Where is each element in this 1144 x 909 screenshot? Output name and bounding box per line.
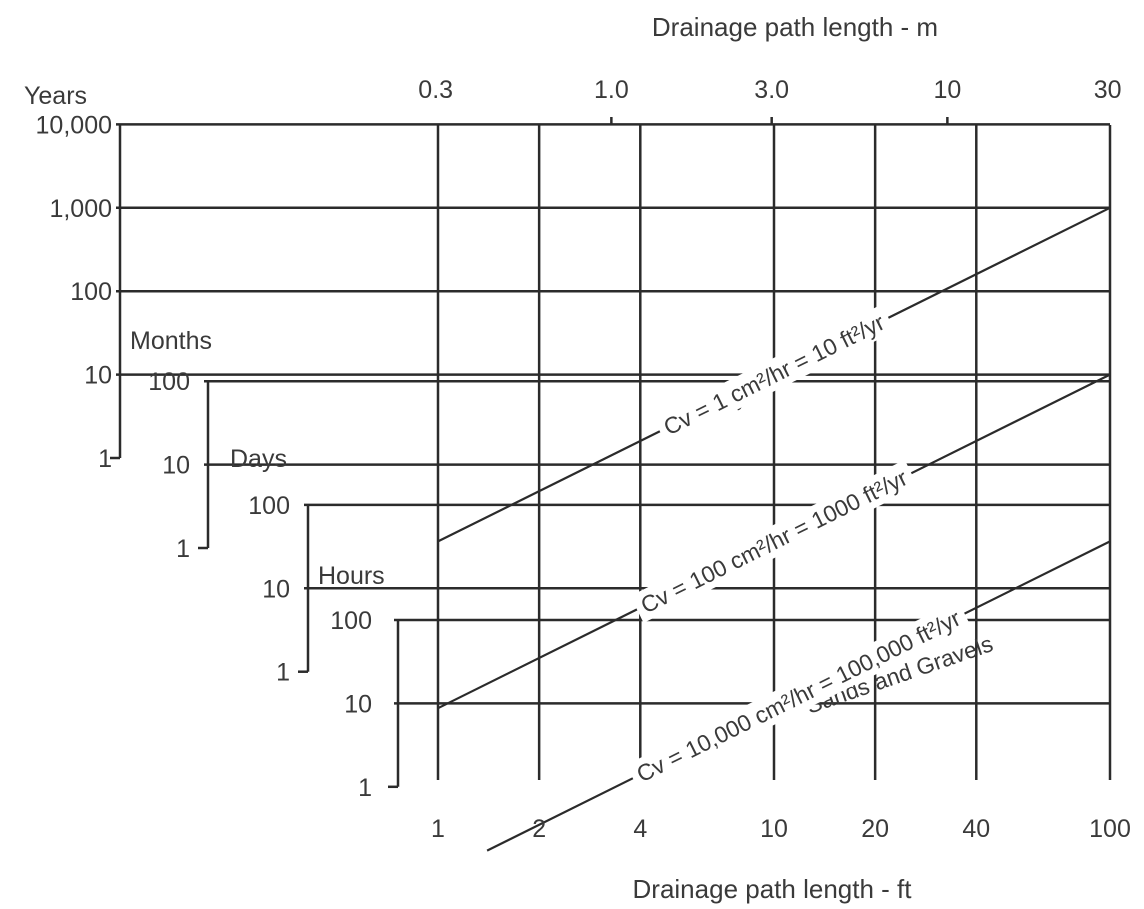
time-unit-label: Hours [318,562,385,590]
x-tick-label-m: 0.3 [418,76,453,104]
chart-text: Drainage path length - m Drainage path l… [24,12,1131,904]
x-tick-label-m: 30 [1094,76,1122,104]
cv-line-label-bg [653,304,896,445]
cv-line-label: Cv = 10,000 cm²/hr = 100,000 ft²/yr [632,605,964,788]
y-tick-label: 1 [276,659,290,687]
x-tick-label-m: 3.0 [754,76,789,104]
y-tick-label: 10,000 [36,111,112,139]
y-tick-label: 1 [176,535,190,563]
y-tick-label: 10 [344,690,372,718]
y-tick-label: 1 [98,445,112,473]
x-tick-label-ft: 1 [431,815,445,843]
y-tick-label: 10 [162,452,190,480]
x-tick-label-ft: 4 [633,815,647,843]
cv-line-label-bg [630,459,919,623]
y-tick-label: 1,000 [49,195,112,223]
x-tick-label-m: 10 [933,76,961,104]
y-tick-label: 100 [70,278,112,306]
time-axes [110,124,400,789]
x-tick-label-ft: 40 [962,815,990,843]
x-tick-label-ft: 2 [532,815,546,843]
y-tick-label: 1 [358,774,372,802]
y-tick-label: 10 [84,362,112,390]
x-tick-label-m: 1.0 [594,76,629,104]
x-tick-label-ft: 10 [760,815,788,843]
time-unit-label: Days [230,445,287,473]
cv-line-label-group: Cv = 10,000 cm²/hr = 100,000 ft²/yr [626,600,972,792]
top-axis-title: Drainage path length - m [652,12,938,42]
y-tick-label: 10 [262,575,290,603]
time-unit-label: Months [130,327,212,355]
y-tick-label: 100 [330,607,372,635]
x-tick-label-ft: 100 [1089,815,1131,843]
y-tick-label: 100 [248,492,290,520]
bottom-axis-title: Drainage path length - ft [633,874,913,904]
y-tick-label: 100 [148,368,190,396]
cv-line-label-bg [626,600,972,792]
x-tick-label-ft: 20 [861,815,889,843]
time-unit-label: Years [24,82,87,110]
